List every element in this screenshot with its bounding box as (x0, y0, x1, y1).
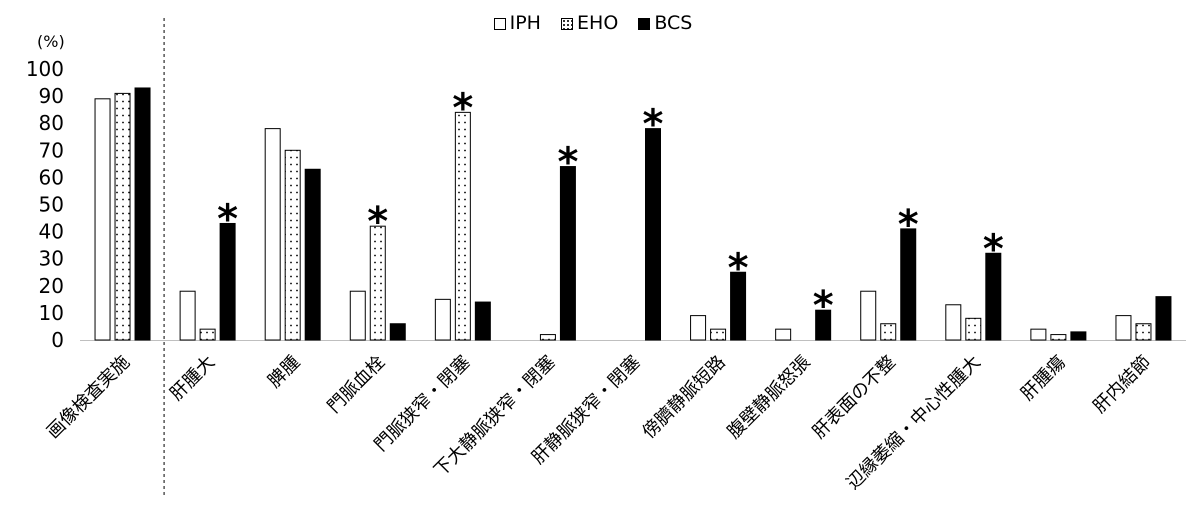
significance-marker: * (728, 245, 749, 291)
bar-iph (434, 298, 451, 341)
significance-marker: * (367, 199, 388, 245)
legend-label-bcs: BCS (654, 12, 693, 34)
x-category-label: 門脈血栓 (324, 352, 390, 418)
bar-bcs (985, 252, 1002, 341)
bar-iph (1030, 328, 1047, 341)
bar-bcs (474, 301, 491, 341)
bar-eho (880, 323, 897, 341)
legend-label-iph: IPH (509, 12, 541, 34)
significance-marker: * (643, 102, 664, 148)
bar-bcs (900, 228, 917, 341)
significance-marker: * (813, 283, 834, 329)
significance-marker: * (983, 226, 1004, 272)
significance-marker: * (452, 85, 473, 131)
bar-iph (264, 128, 281, 341)
bar-iph (349, 290, 366, 341)
x-category-label: 肝表面の不整 (809, 352, 900, 443)
bar-bcs (389, 323, 406, 341)
significance-marker: * (898, 202, 919, 248)
legend-item-eho: EHO (561, 12, 618, 34)
bar-eho (710, 328, 727, 341)
x-category-label: 脾腫 (264, 352, 304, 392)
bar-bcs (559, 166, 576, 341)
legend-item-iph: IPH (493, 12, 541, 34)
bar-bcs (730, 271, 747, 341)
x-category-label: 画像検査実施 (43, 352, 134, 443)
y-tick-label: 0 (51, 328, 64, 352)
y-tick-label: 50 (39, 193, 64, 217)
y-tick-label: 60 (39, 165, 64, 189)
bar-eho (539, 334, 556, 341)
bar-iph (1115, 315, 1132, 341)
bar-eho (284, 149, 301, 341)
bar-eho (1050, 334, 1067, 341)
y-tick-label: 20 (39, 274, 64, 298)
bar-iph (860, 290, 877, 341)
y-tick-label: 10 (39, 301, 64, 325)
bar-iph (775, 328, 792, 341)
y-tick-label: 40 (39, 220, 64, 244)
x-category-label: 肝腫大 (166, 352, 219, 405)
legend-swatch-eho (561, 18, 574, 30)
bar-bcs (1070, 331, 1087, 341)
bar-bcs (134, 87, 151, 341)
bar-eho (369, 225, 386, 341)
bar-eho (114, 92, 131, 341)
x-category-label: 肝内結節 (1089, 352, 1155, 418)
y-tick-label: 30 (39, 247, 64, 271)
y-axis-unit-label: (%) (37, 32, 65, 51)
bar-bcs (1155, 296, 1172, 341)
bar-iph (945, 304, 962, 341)
bar-bcs (645, 128, 661, 341)
significance-marker: * (557, 140, 578, 186)
significance-marker: * (217, 196, 238, 242)
x-category-label: 腹壁静脈怒張 (723, 352, 814, 443)
bar-iph (94, 98, 111, 341)
y-tick-label: 80 (39, 111, 64, 135)
bar-eho (1135, 323, 1152, 341)
bar-eho (454, 111, 471, 341)
x-category-label: 傍臍静脈短路 (638, 352, 729, 443)
legend-swatch-bcs (638, 18, 651, 30)
legend-label-eho: EHO (577, 12, 619, 34)
bar-bcs (304, 168, 321, 341)
y-tick-label: 70 (39, 138, 64, 162)
bar-iph (179, 290, 196, 341)
legend-item-bcs: BCS (638, 12, 692, 34)
y-tick-label: 90 (39, 84, 64, 108)
bar-iph (690, 315, 707, 341)
bar-eho (199, 328, 216, 341)
bar-bcs (219, 222, 236, 341)
chart-legend: IPH EHO BCS (0, 12, 1186, 34)
bar-eho (965, 317, 982, 341)
legend-swatch-iph (493, 18, 506, 30)
x-category-label: 肝腫瘍 (1017, 352, 1070, 405)
bar-bcs (815, 309, 832, 341)
y-tick-label: 100 (26, 57, 64, 81)
